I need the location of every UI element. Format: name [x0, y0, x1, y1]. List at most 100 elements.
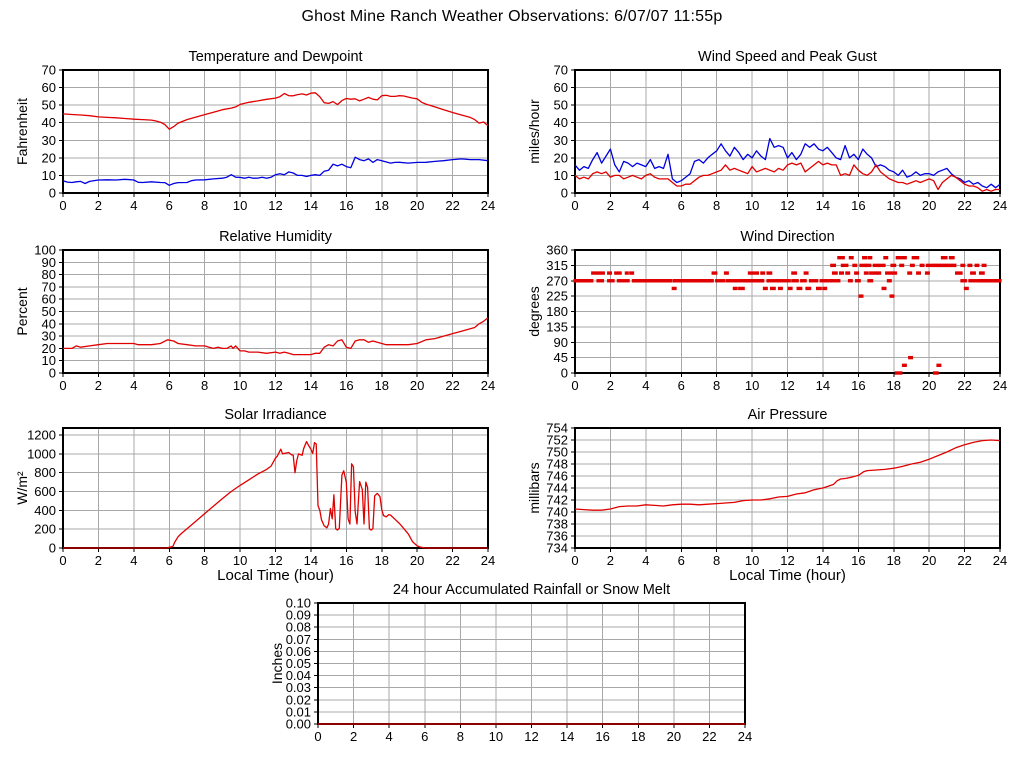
wind-direction-dots — [573, 255, 1002, 375]
y-tick-label: 0 — [49, 541, 56, 556]
x-tick-label: 16 — [339, 553, 353, 568]
x-tick-label: 10 — [233, 553, 247, 568]
y-tick-label: 90 — [554, 335, 568, 350]
humidity-line — [63, 317, 489, 356]
axis-ticks: 0 2 4 6 8 10 12 14 16 18 20 22 247347367387407427447… — [546, 421, 1007, 569]
plot-border — [62, 69, 489, 194]
y-tick-label: 60 — [42, 80, 56, 95]
x-tick-label: 12 — [268, 553, 282, 568]
relative-humidity-title: Relative Humidity — [219, 229, 333, 245]
wind-speed-gust-plot: 0 2 4 6 8 10 12 14 16 18 20 22 24010203040506070Wind… — [526, 49, 1007, 213]
x-tick-label: 0 — [59, 378, 66, 393]
x-tick-label: 0 — [571, 198, 578, 213]
y-tick-label: 50 — [42, 98, 56, 113]
x-tick-label: 4 — [130, 553, 137, 568]
chart-air-pressure: 0 2 4 6 8 10 12 14 16 18 20 22 24 734 736 738 740 742 744 7… — [520, 404, 1022, 588]
y-tick-label: 30 — [42, 329, 56, 344]
y-tick-label: 0.09 — [286, 608, 311, 623]
wind-speed-gust-ylabel: miles/hour — [526, 99, 542, 164]
x-tick-label: 4 — [642, 553, 649, 568]
y-tick-label: 740 — [546, 505, 568, 520]
y-tick-label: 10 — [42, 168, 56, 183]
x-tick-label: 6 — [421, 729, 428, 744]
x-tick-label: 14 — [304, 198, 318, 213]
y-tick-label: 0.08 — [286, 620, 311, 635]
y-tick-label: 0 — [561, 366, 568, 381]
grid-lines — [575, 70, 1000, 193]
x-tick-label: 10 — [233, 378, 247, 393]
x-tick-label: 24 — [993, 198, 1007, 213]
y-tick-label: 734 — [546, 541, 568, 556]
x-tick-label: 10 — [745, 553, 759, 568]
x-tick-label: 6 — [166, 553, 173, 568]
y-tick-label: 754 — [546, 421, 568, 436]
x-tick-label: 4 — [642, 198, 649, 213]
x-tick-label: 4 — [130, 378, 137, 393]
x-tick-label: 12 — [524, 729, 538, 744]
x-tick-label: 14 — [304, 378, 318, 393]
y-tick-label: 30 — [554, 133, 568, 148]
x-tick-label: 20 — [410, 378, 424, 393]
x-tick-label: 20 — [667, 729, 681, 744]
x-tick-label: 2 — [607, 553, 614, 568]
dewpoint-line — [62, 156, 489, 186]
y-tick-label: 60 — [42, 292, 56, 307]
y-tick-label: 225 — [546, 289, 568, 304]
y-tick-label: 315 — [546, 258, 568, 273]
y-tick-label: 0.06 — [286, 644, 311, 659]
x-tick-label: 22 — [957, 198, 971, 213]
x-tick-label: 24 — [993, 553, 1007, 568]
x-tick-label: 24 — [481, 553, 495, 568]
y-tick-label: 750 — [546, 445, 568, 460]
y-tick-label: 0.02 — [286, 692, 311, 707]
grid-lines — [318, 603, 745, 724]
y-tick-label: 70 — [554, 63, 568, 78]
y-tick-label: 600 — [34, 484, 56, 499]
x-tick-label: 4 — [386, 729, 393, 744]
y-tick-label: 70 — [42, 63, 56, 78]
x-tick-label: 24 — [993, 378, 1007, 393]
x-tick-label: 2 — [607, 198, 614, 213]
x-tick-label: 8 — [201, 378, 208, 393]
plot-border — [574, 69, 1001, 194]
x-tick-label: 6 — [678, 553, 685, 568]
grid-lines — [63, 70, 488, 193]
x-tick-label: 10 — [745, 198, 759, 213]
x-tick-label: 14 — [816, 378, 830, 393]
rainfall-plot: 0 2 4 6 8 10 12 14 16 18 20 22 240.000.010.020.030.0… — [269, 582, 752, 744]
wind-direction-ylabel: degrees — [526, 286, 542, 337]
x-tick-label: 2 — [95, 553, 102, 568]
x-tick-label: 16 — [595, 729, 609, 744]
y-tick-label: 135 — [546, 319, 568, 334]
x-tick-label: 18 — [887, 378, 901, 393]
chart-wind-direction: 0 2 4 6 8 10 12 14 16 18 20 22 24 0 45 90 135 180 225 270 31… — [520, 226, 1022, 413]
y-tick-label: 0 — [49, 366, 56, 381]
x-tick-label: 2 — [350, 729, 357, 744]
grid-lines — [63, 428, 488, 548]
y-tick-label: 400 — [34, 503, 56, 518]
x-tick-label: 12 — [268, 198, 282, 213]
y-tick-label: 0.00 — [286, 717, 311, 732]
x-tick-label: 24 — [738, 729, 752, 744]
wind-speed-gust-title: Wind Speed and Peak Gust — [698, 49, 877, 65]
y-tick-label: 40 — [554, 115, 568, 130]
y-tick-label: 0 — [49, 186, 56, 201]
x-tick-label: 14 — [304, 553, 318, 568]
x-tick-label: 18 — [887, 198, 901, 213]
x-tick-label: 16 — [339, 198, 353, 213]
relative-humidity-plot: 0 2 4 6 8 10 12 14 16 18 20 22 240102030405060708090… — [14, 229, 495, 393]
x-tick-label: 24 — [481, 198, 495, 213]
x-tick-label: 6 — [166, 378, 173, 393]
y-tick-label: 0.03 — [286, 680, 311, 695]
temperature-line — [62, 92, 489, 130]
x-tick-label: 8 — [201, 553, 208, 568]
grid-lines — [575, 250, 1000, 373]
y-tick-label: 180 — [546, 304, 568, 319]
x-tick-label: 22 — [957, 378, 971, 393]
temperature-dewpoint-plot: 0 2 4 6 8 10 12 14 16 18 20 22 24010203040506070Temp… — [14, 49, 496, 214]
solar-irradiance-ylabel: W/m² — [14, 471, 30, 505]
solar-irradiance-xlabel: Local Time (hour) — [217, 567, 334, 584]
x-tick-label: 4 — [130, 198, 137, 213]
y-tick-label: 20 — [42, 341, 56, 356]
